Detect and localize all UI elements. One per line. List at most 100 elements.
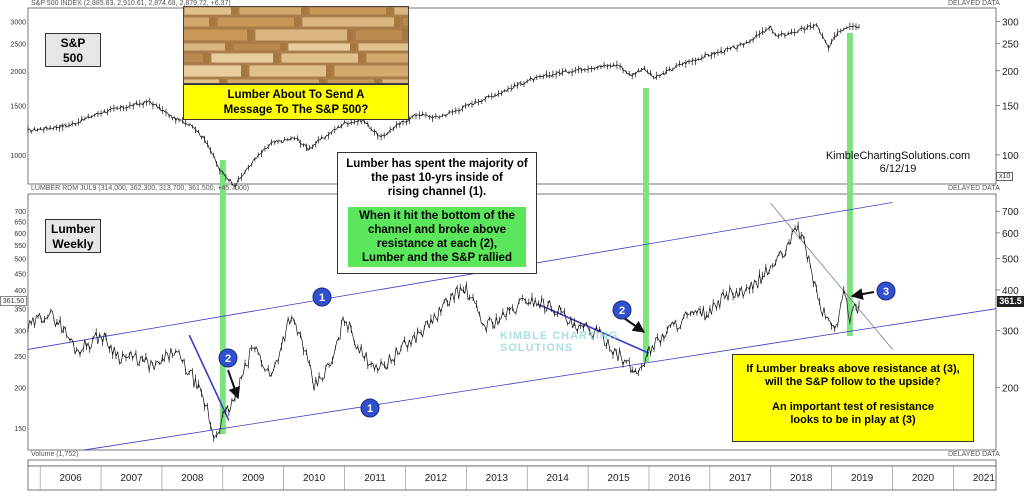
plank	[232, 42, 287, 52]
plank-end	[280, 43, 286, 51]
plank-end	[294, 17, 300, 27]
lumber-header: LUMBER RDM JUL9 (314.000, 362.300, 313.7…	[31, 185, 250, 192]
plank-end	[394, 17, 400, 27]
marker-1-circle	[312, 287, 332, 307]
lumber-left-tick: 250	[14, 354, 26, 361]
caption-line-1: Lumber About To Send A	[227, 89, 365, 101]
lumber-left-tick: 200	[14, 385, 26, 392]
x-year-label: 2006	[59, 473, 82, 484]
green-line-4: Lumber and the S&P rallied	[362, 252, 512, 264]
sp500-left-tick: 3000	[10, 20, 26, 27]
lumber-right-tick: 500	[1002, 255, 1019, 266]
plank-end	[209, 17, 215, 27]
highlight-bar	[846, 33, 853, 336]
lumber-left-tick: 350	[14, 307, 26, 314]
marker-1-circle	[360, 398, 380, 418]
arrow-3	[850, 288, 875, 300]
lumber-name-box: Lumber Weekly	[45, 219, 101, 253]
x-year-label: 2018	[790, 473, 813, 484]
x-year-label: 2008	[181, 473, 204, 484]
plank	[280, 52, 365, 64]
plank	[308, 7, 393, 16]
sp500-right-tick: 100	[1002, 151, 1019, 162]
watermark: KIMBLE CHARTING SOLUTIONS	[480, 330, 620, 354]
sp500-name-box: S&P 500	[45, 33, 101, 67]
plank	[184, 42, 232, 52]
plank-end	[219, 79, 225, 83]
x-year-label: 2007	[120, 473, 143, 484]
marker-3-circle	[876, 281, 896, 301]
lumber-left-tick: 650	[14, 220, 26, 227]
lumber-right-tick: 300	[1002, 326, 1019, 337]
plank-end	[247, 29, 253, 41]
lumber-right-tick: 400	[1002, 286, 1019, 297]
lumber-left-tick: 150	[14, 426, 26, 433]
caption-line-2: Message To The S&P 500?	[223, 104, 369, 116]
plank-end	[231, 7, 237, 15]
plank-end	[203, 53, 209, 63]
source-date: 6/12/19	[879, 163, 917, 175]
volume-panel-frame	[27, 459, 997, 467]
volume-header: Volume (1,752)	[31, 451, 79, 458]
plank-end	[386, 7, 392, 15]
plank-end	[350, 43, 356, 51]
lumber-left-tick: 550	[14, 243, 26, 250]
marker-1-label: 1	[367, 403, 373, 415]
x-year-label: 2014	[547, 473, 570, 484]
plank	[238, 7, 308, 16]
plank	[210, 52, 280, 64]
plank	[287, 42, 357, 52]
photo-caption-box: Lumber About To Send A Message To The S&…	[183, 84, 409, 120]
plank	[354, 28, 408, 42]
resistance-line-2019	[770, 203, 893, 350]
green-line-3: resistance at each (2),	[376, 238, 498, 250]
x-year-label: 2021	[973, 473, 996, 484]
info-box: Lumber has spent the majority of the pas…	[337, 152, 537, 274]
plank	[333, 64, 408, 78]
last-price-tag: 361.5	[997, 296, 1024, 307]
lumber-left-tick: 400	[14, 288, 26, 295]
x-year-label: 2013	[486, 473, 509, 484]
watermark-line-1: KIMBLE CHARTING	[500, 330, 619, 342]
resistance-line-2008	[188, 334, 230, 421]
plank-end	[225, 43, 231, 51]
yellow-spacer	[733, 389, 973, 401]
lumber-name-line-2: Weekly	[52, 237, 94, 251]
marker-1-label: 1	[319, 292, 325, 304]
channel-upper-line	[27, 202, 893, 350]
plank	[326, 78, 381, 83]
sp500-left-tick: 2000	[10, 69, 26, 76]
x-year-label: 2019	[851, 473, 874, 484]
arrow-2008	[227, 369, 241, 400]
lumber-left-tick: 700	[14, 209, 26, 216]
volume-delayed-label: DELAYED DATA	[948, 451, 1000, 458]
green-line-1: When it hit the bottom of the	[359, 210, 515, 222]
plank	[216, 16, 301, 28]
sp500-name-line-1: S&P	[60, 36, 86, 50]
x-year-label: 2017	[729, 473, 752, 484]
lumber-left-tick: 600	[14, 231, 26, 238]
info-line-2: the past 10-yrs inside of	[371, 172, 503, 184]
x-year-label: 2015	[607, 473, 630, 484]
source-label: KimbleChartingSolutions.com 6/12/19	[818, 150, 978, 176]
marker-2-circle	[612, 300, 632, 320]
watermark-line-2: SOLUTIONS	[500, 342, 574, 354]
channel-lower-line	[82, 308, 997, 451]
plank-end	[326, 65, 332, 77]
yellow-line-2: will the S&P follow to the upside?	[765, 376, 941, 388]
marker-2-label: 2	[225, 353, 231, 365]
info-line-1: Lumber has spent the majority of	[346, 158, 528, 170]
sp500-right-tick: 150	[1002, 102, 1019, 113]
sp500-right-tick: 300	[1002, 18, 1019, 29]
plank	[254, 28, 354, 42]
sp-series-line	[27, 22, 860, 190]
plank	[184, 28, 254, 42]
x-axis-strip	[27, 465, 997, 491]
plank-end	[319, 79, 325, 83]
plank-end	[374, 79, 380, 83]
plank	[226, 78, 326, 83]
x-year-label: 2011	[364, 473, 386, 484]
lumber-planks-illustration	[184, 7, 408, 83]
plank	[357, 42, 408, 52]
